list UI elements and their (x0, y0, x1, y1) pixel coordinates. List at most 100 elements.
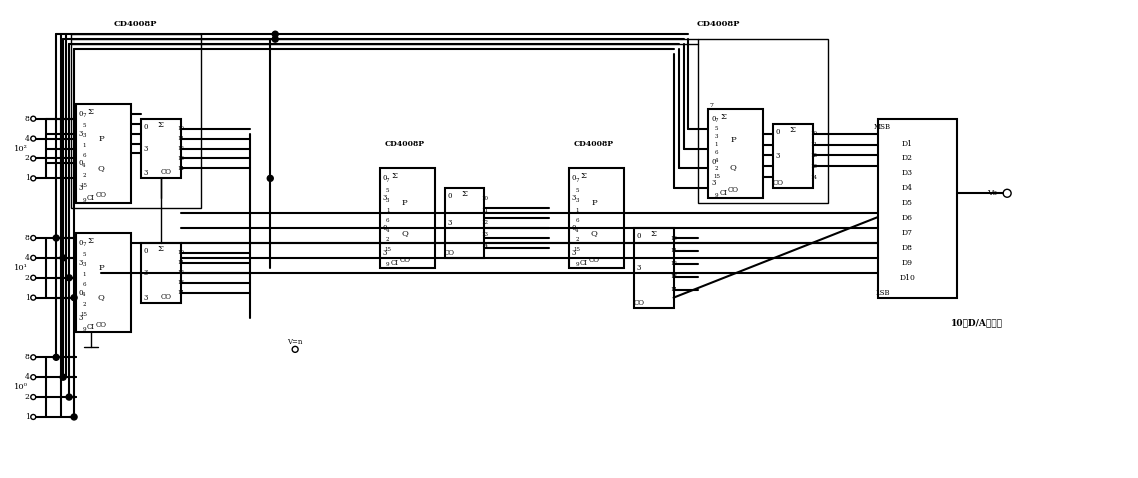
Text: 0: 0 (571, 174, 576, 182)
Text: 4: 4 (82, 292, 85, 297)
Bar (141, 243, 181, 303)
Text: 0: 0 (382, 224, 387, 232)
Text: 1: 1 (82, 272, 85, 277)
Text: CO: CO (160, 168, 171, 176)
Text: 7: 7 (715, 118, 718, 123)
Text: MSB: MSB (874, 123, 891, 130)
Text: D1: D1 (902, 140, 913, 148)
Bar (76, 104, 131, 203)
Text: CD4008P: CD4008P (696, 20, 740, 28)
Bar (76, 233, 131, 333)
Text: 8: 8 (25, 115, 30, 123)
Bar (141, 119, 181, 178)
Text: CD4008P: CD4008P (385, 140, 424, 148)
Text: 4: 4 (386, 228, 389, 233)
Text: 10: 10 (481, 196, 488, 201)
Bar (773, 124, 813, 188)
Text: CO: CO (444, 249, 455, 257)
Text: 8: 8 (25, 353, 30, 361)
Text: 2: 2 (386, 238, 389, 242)
Text: 0: 0 (79, 160, 83, 167)
Text: 1: 1 (82, 143, 85, 148)
Text: 5: 5 (386, 188, 389, 193)
Text: 7: 7 (575, 178, 579, 183)
Text: CO: CO (96, 191, 107, 199)
Bar (380, 168, 435, 268)
Text: Σ: Σ (582, 173, 587, 180)
Text: CO: CO (399, 256, 410, 264)
Text: 9: 9 (82, 327, 85, 332)
Text: 11: 11 (670, 249, 677, 253)
Text: 3: 3 (82, 133, 85, 138)
Bar (877, 119, 957, 298)
Text: CO: CO (588, 256, 600, 264)
Text: 13: 13 (670, 274, 677, 279)
Text: 4: 4 (25, 135, 30, 142)
Text: 0: 0 (711, 115, 716, 123)
Text: 0: 0 (79, 239, 83, 247)
Text: 0: 0 (776, 128, 781, 136)
Circle shape (66, 394, 72, 400)
Text: 3: 3 (447, 219, 452, 227)
Bar (445, 188, 485, 258)
Text: D5: D5 (902, 199, 913, 207)
Text: 1: 1 (386, 207, 389, 213)
Text: P: P (731, 136, 736, 144)
Text: P: P (591, 199, 596, 207)
Text: 6: 6 (82, 153, 85, 158)
Text: 1: 1 (25, 413, 30, 421)
Text: D4: D4 (902, 185, 913, 192)
Text: 14: 14 (481, 243, 488, 249)
Text: 2: 2 (82, 173, 85, 178)
Text: 11: 11 (810, 142, 817, 147)
Text: P: P (98, 135, 104, 142)
Text: 9: 9 (82, 198, 85, 203)
Text: Σ: Σ (790, 126, 795, 134)
Text: 5: 5 (82, 123, 85, 128)
Text: 13: 13 (178, 156, 184, 161)
Text: 4: 4 (25, 373, 30, 381)
Text: 5: 5 (82, 252, 85, 258)
Text: 5: 5 (715, 126, 718, 131)
Text: 11: 11 (481, 207, 488, 213)
Text: 12: 12 (178, 146, 184, 151)
Text: 6: 6 (386, 217, 389, 223)
Text: 2: 2 (25, 274, 30, 282)
Text: 6: 6 (715, 150, 718, 155)
Text: 12: 12 (481, 219, 488, 225)
Text: 11: 11 (178, 136, 184, 141)
Text: 3: 3 (571, 249, 576, 257)
Text: Σ: Σ (88, 108, 94, 116)
Circle shape (272, 31, 278, 37)
Text: CO: CO (773, 179, 784, 187)
Text: 15: 15 (81, 312, 88, 317)
Text: Q: Q (591, 229, 597, 237)
Text: 15: 15 (712, 174, 720, 179)
Text: 13: 13 (810, 164, 817, 169)
Text: 15: 15 (574, 248, 580, 252)
Bar (699, 39, 828, 203)
Bar (634, 228, 674, 308)
Text: 12: 12 (670, 261, 677, 266)
Text: P: P (98, 264, 104, 272)
Text: 3: 3 (776, 152, 781, 160)
Text: CO: CO (633, 299, 644, 306)
Bar (569, 168, 624, 268)
Circle shape (66, 275, 72, 281)
Text: 10: 10 (178, 126, 184, 131)
Text: 3: 3 (143, 269, 148, 277)
Text: 3: 3 (79, 185, 83, 192)
Text: 10⁰: 10⁰ (15, 383, 28, 391)
Text: 9: 9 (386, 262, 389, 267)
Circle shape (53, 235, 59, 241)
Text: 2: 2 (82, 302, 85, 307)
Text: 14: 14 (178, 290, 184, 295)
Text: 10位D/A转换器: 10位D/A转换器 (951, 318, 1004, 327)
Text: 3: 3 (143, 144, 148, 152)
Text: 3: 3 (382, 194, 387, 202)
Text: 2: 2 (25, 393, 30, 401)
Text: 3: 3 (79, 314, 83, 322)
Text: 14: 14 (670, 287, 677, 292)
Text: 0: 0 (79, 110, 83, 118)
Circle shape (71, 414, 77, 420)
